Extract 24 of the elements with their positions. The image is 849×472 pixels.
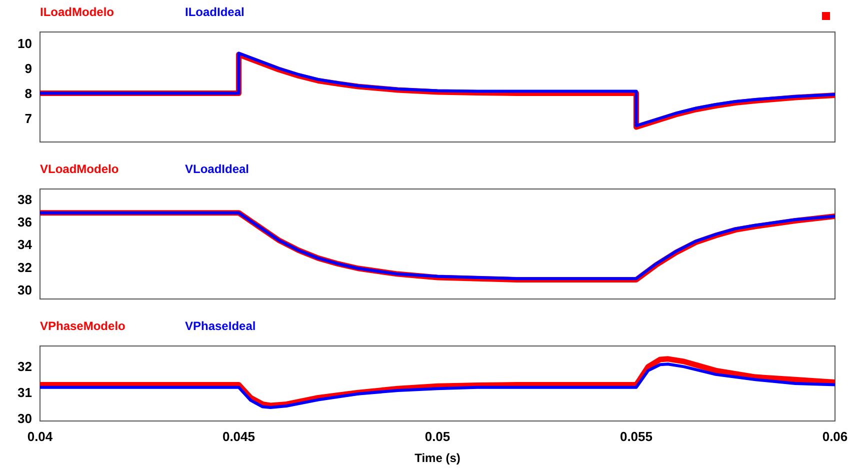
y-tick-label: 31 [18, 385, 32, 400]
text: VPhaseIdeal [185, 319, 256, 333]
x-tick-label: 0.045 [222, 429, 256, 444]
x-tick-label: 0.055 [620, 429, 653, 444]
y-tick-label: 32 [18, 359, 32, 374]
text: ILoadModelo [40, 5, 114, 19]
y-tick-label: 30 [18, 410, 32, 426]
y-tick-label: 7 [24, 110, 32, 126]
y-tick-label: 38 [18, 192, 32, 207]
x-axis-title: Time (s) [414, 451, 460, 465]
y-tick-label: 36 [18, 214, 32, 230]
y-tick-label: 34 [18, 237, 33, 252]
y-tick-label: 30 [18, 282, 32, 298]
y-tick-label: 10 [18, 36, 32, 51]
text: VLoadIdeal [185, 162, 250, 176]
y-tick-label: 9 [24, 60, 32, 76]
x-tick-label: 0.05 [424, 429, 450, 444]
text: ILoadIdeal [185, 5, 244, 19]
y-tick-label: 32 [18, 260, 32, 275]
x-tick-label: 0.04 [27, 429, 54, 444]
text: VLoadModelo [40, 162, 119, 176]
text: VPhaseModelo [40, 319, 126, 333]
x-tick-label: 0.06 [822, 429, 848, 444]
y-tick-label: 8 [24, 86, 32, 101]
